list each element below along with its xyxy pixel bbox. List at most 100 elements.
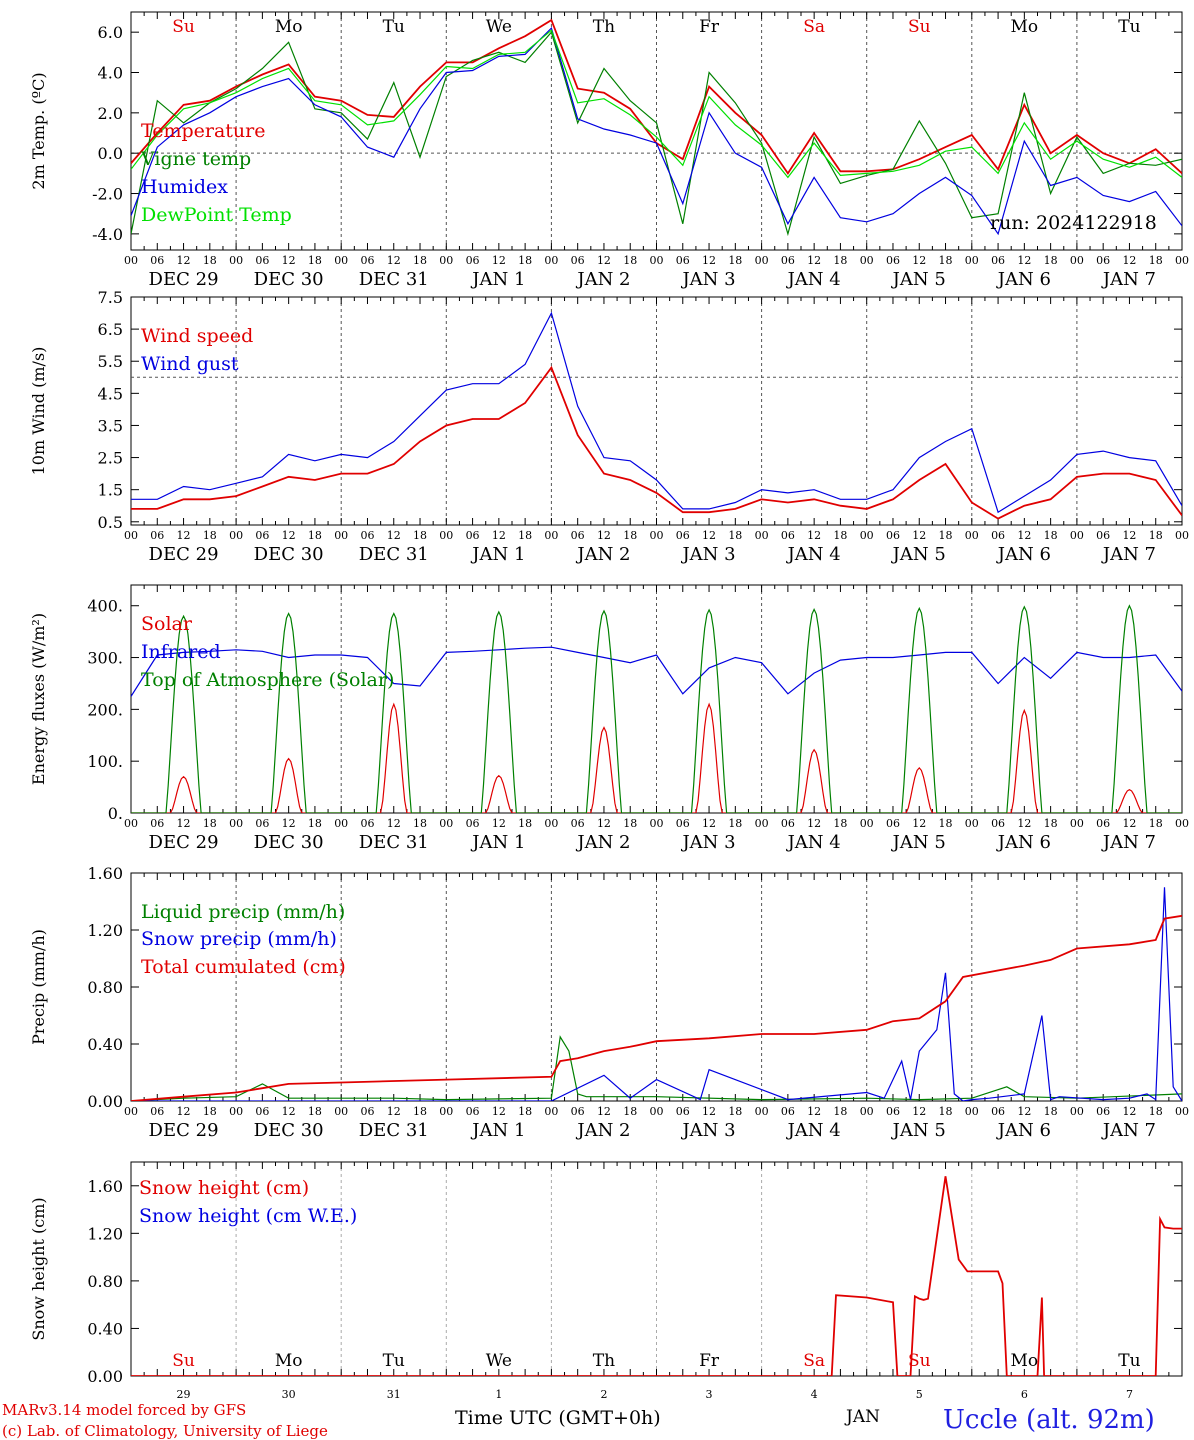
date-label: JAN 4 — [786, 544, 841, 565]
y-tick-label: 1.60 — [87, 864, 123, 883]
hour-tick-label: 06 — [781, 529, 795, 542]
y-tick-label: 3.5 — [98, 416, 123, 435]
hour-tick-label: 12 — [177, 817, 191, 830]
hour-tick-label: 06 — [255, 1105, 269, 1118]
hour-tick-label: 12 — [912, 254, 926, 267]
hour-tick-label: 06 — [991, 817, 1005, 830]
weekday-label: Su — [172, 17, 195, 37]
hour-tick-label: 12 — [807, 1105, 821, 1118]
hour-tick-label: 18 — [728, 529, 742, 542]
date-label: JAN 5 — [891, 832, 946, 853]
hour-tick-label: 18 — [939, 254, 953, 267]
hour-tick-label: 00 — [124, 529, 138, 542]
weekday-label: Su — [172, 1351, 195, 1371]
hour-tick-label: 00 — [965, 254, 979, 267]
series-line-solar — [131, 702, 1182, 813]
hour-tick-label: 00 — [544, 254, 558, 267]
hour-tick-label: 12 — [912, 817, 926, 830]
y-axis-label: Snow height (cm) — [29, 1197, 48, 1340]
series-line-humidex — [131, 26, 1182, 236]
hour-tick-label: 00 — [334, 817, 348, 830]
hour-tick-label: 12 — [1017, 817, 1031, 830]
hour-tick-label: 06 — [886, 1105, 900, 1118]
hour-tick-label: 18 — [308, 1105, 322, 1118]
date-label: JAN 3 — [680, 544, 735, 565]
hour-tick-label: 06 — [360, 254, 374, 267]
date-label: DEC 29 — [149, 544, 219, 565]
legend-entry: Snow height (cm W.E.) — [139, 1205, 357, 1227]
hour-tick-label: 12 — [1017, 529, 1031, 542]
hour-tick-label: 12 — [702, 1105, 716, 1118]
date-label: JAN 6 — [996, 544, 1051, 565]
hour-tick-label: 06 — [255, 254, 269, 267]
hour-tick-label: 12 — [282, 254, 296, 267]
weekday-label: Th — [593, 1351, 615, 1371]
hour-tick-label: 12 — [912, 529, 926, 542]
hour-tick-label: 18 — [939, 1105, 953, 1118]
hour-tick-label: 06 — [676, 254, 690, 267]
date-label: DEC 31 — [359, 1120, 429, 1141]
hour-tick-label: 00 — [334, 529, 348, 542]
hour-tick-label: 18 — [1149, 529, 1163, 542]
hour-tick-label: 18 — [518, 817, 532, 830]
y-tick-label: 2.5 — [98, 449, 123, 468]
date-label: JAN 1 — [470, 1120, 525, 1141]
hour-tick-label: 00 — [229, 254, 243, 267]
legend-entry: Top of Atmosphere (Solar) — [141, 669, 394, 691]
series-group — [131, 604, 1182, 813]
hour-tick-label: 12 — [387, 1105, 401, 1118]
y-tick-label: 1.20 — [87, 1224, 123, 1243]
hour-tick-label: 18 — [308, 817, 322, 830]
weekday-label: Fr — [699, 17, 720, 37]
weekday-label: Tu — [1118, 17, 1140, 37]
hour-tick-label: 18 — [623, 817, 637, 830]
hour-tick-label: 12 — [702, 254, 716, 267]
hour-tick-label: 06 — [150, 254, 164, 267]
hour-tick-label: 12 — [387, 529, 401, 542]
hour-tick-label: 12 — [597, 817, 611, 830]
hour-tick-label: 18 — [413, 254, 427, 267]
legend-entry: DewPoint Temp — [141, 204, 292, 226]
date-label: JAN 6 — [996, 1120, 1051, 1141]
day-number-label: 1 — [495, 1388, 502, 1401]
panel-4: 1.60 1.20 0.80 0.40 0.00 Precip (mm/h) 00 06 12 1… — [29, 864, 1189, 1141]
y-tick-label: 4.0 — [98, 64, 123, 83]
hour-tick-label: 00 — [755, 254, 769, 267]
hour-tick-label: 12 — [387, 254, 401, 267]
hour-tick-label: 06 — [150, 1105, 164, 1118]
hour-tick-label: 06 — [676, 529, 690, 542]
hour-tick-label: 12 — [492, 254, 506, 267]
y-tick-label: 0.0 — [98, 144, 123, 163]
y-tick-label: 4.5 — [98, 384, 123, 403]
y-tick-label: -4.0 — [92, 225, 123, 244]
hour-tick-label: 06 — [886, 254, 900, 267]
y-tick-label: 1.60 — [87, 1177, 123, 1196]
hour-tick-label: 00 — [1070, 254, 1084, 267]
hour-tick-label: 12 — [282, 817, 296, 830]
hour-tick-label: 18 — [308, 254, 322, 267]
hour-tick-label: 00 — [229, 817, 243, 830]
hour-tick-label: 06 — [150, 817, 164, 830]
hour-tick-label: 06 — [1096, 817, 1110, 830]
date-label: JAN 7 — [1101, 269, 1156, 290]
hour-tick-label: 00 — [1175, 817, 1189, 830]
hour-tick-label: 18 — [1044, 529, 1058, 542]
weekday-label: Th — [593, 17, 615, 37]
month-label: JAN — [844, 1407, 880, 1427]
date-label: JAN 5 — [891, 1120, 946, 1141]
hour-tick-label: 12 — [177, 1105, 191, 1118]
hour-tick-label: 06 — [1096, 529, 1110, 542]
legend-entry: Solar — [141, 613, 193, 635]
hour-tick-label: 12 — [282, 1105, 296, 1118]
hour-tick-label: 18 — [1044, 817, 1058, 830]
hour-tick-label: 00 — [1175, 1105, 1189, 1118]
legend-entry: Humidex — [141, 176, 228, 198]
series-line-dewpoint-temp — [131, 29, 1182, 179]
y-axis-label: 10m Wind (m/s) — [29, 347, 48, 476]
weekday-label: Fr — [699, 1351, 720, 1371]
hour-tick-label: 12 — [282, 529, 296, 542]
y-tick-label: 0.5 — [98, 513, 123, 532]
y-tick-label: 200. — [87, 700, 123, 719]
weekday-label: Sa — [803, 1351, 825, 1371]
date-label: DEC 29 — [149, 1120, 219, 1141]
